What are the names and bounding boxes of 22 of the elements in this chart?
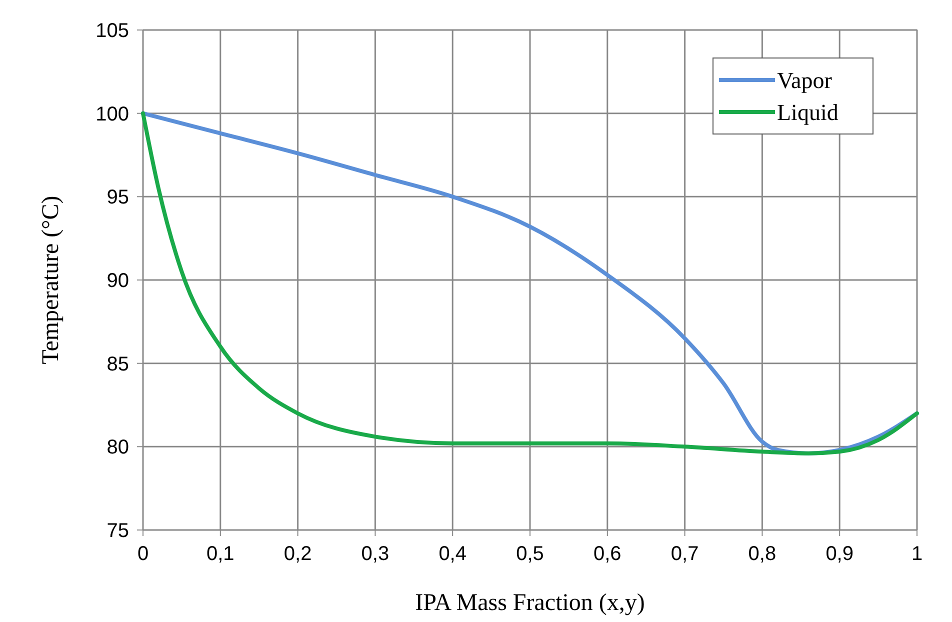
x-tick-label: 0,9 (826, 543, 854, 565)
y-tick-label: 105 (96, 20, 129, 42)
x-tick-label: 0,1 (206, 543, 234, 565)
y-tick-label: 95 (106, 186, 129, 209)
y-tick-label: 80 (106, 436, 129, 459)
y-tick-label: 90 (106, 270, 129, 292)
x-tick-label: 1 (911, 543, 923, 565)
x-tick-label: 0,8 (748, 543, 776, 565)
x-tick-label: 0,2 (284, 543, 312, 565)
y-tick-label: 100 (96, 103, 129, 126)
x-tick-label: 0,7 (670, 543, 699, 565)
x-tick-label: 0,4 (438, 543, 467, 565)
y-tick-label: 75 (106, 520, 129, 542)
y-tick-label: 85 (106, 353, 129, 376)
x-tick-label: 0,5 (516, 543, 544, 565)
legend-label: Vapor (777, 68, 832, 93)
y-axis-title: Temperature (°C) (38, 196, 64, 364)
x-tick-label: 0 (137, 543, 149, 565)
x-tick-label: 0,3 (361, 543, 390, 565)
legend-label: Liquid (777, 100, 839, 125)
x-axis-title: IPA Mass Fraction (x,y) (415, 590, 645, 616)
x-tick-label: 0,6 (593, 543, 622, 565)
